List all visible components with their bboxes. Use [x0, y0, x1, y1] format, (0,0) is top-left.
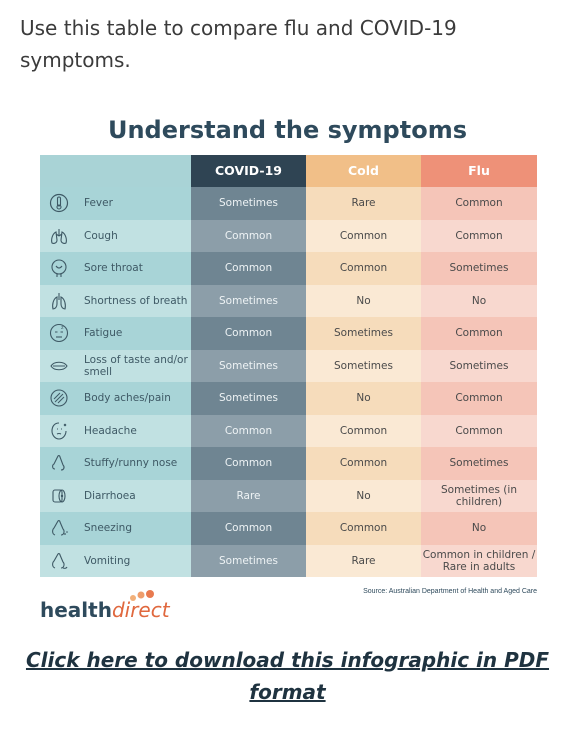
flu-value: Sometimes [421, 252, 537, 285]
symptom-cell: Sneezing [40, 512, 191, 545]
infographic-title: Understand the symptoms [107, 116, 467, 144]
symptom-cell: Cough [40, 219, 191, 252]
covid-value: Sometimes [191, 187, 306, 220]
covid-value: Sometimes [191, 349, 306, 382]
body-ache-icon [48, 387, 70, 409]
symptom-name: Sneezing [84, 522, 132, 535]
lungs-icon [48, 225, 70, 247]
symptom-name: Fatigue [84, 327, 123, 340]
cold-value: Common [306, 447, 421, 480]
cold-value: Rare [306, 544, 421, 577]
mouth-icon [48, 355, 70, 377]
svg-text:z: z [61, 325, 64, 331]
symptom-name: Body aches/pain [84, 392, 171, 405]
cold-value: Sometimes [306, 317, 421, 350]
symptom-cell: Stuffy/runny nose [40, 447, 191, 480]
intro-text: Use this table to compare flu and COVID-… [20, 16, 457, 72]
flu-value: No [421, 512, 537, 545]
tired-face-icon: z [48, 322, 70, 344]
symptoms-table: COVID-19 Cold Flu Fever Sometimes Rare Comm… [40, 155, 537, 577]
cold-value: No [306, 479, 421, 512]
flu-value: Common [421, 317, 537, 350]
flu-value: Sometimes [421, 349, 537, 382]
symptom-cell: Diarrhoea [40, 479, 191, 512]
symptom-name: Headache [84, 424, 137, 437]
cold-value: No [306, 382, 421, 415]
table-row: Stuffy/runny nose Common Common Sometimes [40, 447, 537, 480]
flu-value: No [421, 284, 537, 317]
table-row: Shortness of breath Sometimes No No [40, 284, 537, 317]
covid-value: Common [191, 414, 306, 447]
cold-value: Common [306, 219, 421, 252]
covid-value: Common [191, 317, 306, 350]
symptom-name: Sore throat [84, 262, 143, 275]
covid-value: Sometimes [191, 284, 306, 317]
header-covid: COVID-19 [191, 155, 306, 187]
nose-icon [48, 452, 70, 474]
flu-value: Common [421, 219, 537, 252]
covid-value: Common [191, 447, 306, 480]
cold-value: Common [306, 252, 421, 285]
covid-value: Common [191, 219, 306, 252]
table-row: Headache Common Common Common [40, 414, 537, 447]
symptom-cell: Shortness of breath [40, 284, 191, 317]
symptom-name: Diarrhoea [84, 489, 136, 502]
symptom-name: Shortness of breath [84, 294, 188, 307]
toilet-roll-icon [48, 485, 70, 507]
covid-value: Common [191, 252, 306, 285]
cold-value: Common [306, 414, 421, 447]
table-row: Fever Sometimes Rare Common [40, 187, 537, 220]
thermometer-icon [48, 192, 70, 214]
flu-value: Common [421, 382, 537, 415]
symptom-name: Loss of taste and/or smell [84, 353, 188, 378]
symptom-cell: Fever [40, 187, 191, 220]
table-row: Body aches/pain Sometimes No Common [40, 382, 537, 415]
symptom-cell: Sore throat [40, 252, 191, 285]
logo-text-bold: health [40, 598, 112, 622]
headache-icon [48, 420, 70, 442]
symptom-cell: Vomiting [40, 544, 191, 577]
source-note: Source: Australian Department of Health … [363, 588, 537, 595]
cold-value: Sometimes [306, 349, 421, 382]
table-header-row: COVID-19 Cold Flu [40, 155, 537, 187]
symptom-name: Stuffy/runny nose [84, 457, 178, 470]
header-cold: Cold [306, 155, 421, 187]
sore-throat-icon [48, 257, 70, 279]
table-row: Diarrhoea Rare No Sometimes (in children) [40, 479, 537, 512]
breath-icon [48, 290, 70, 312]
table-row: z Fatigue Common Sometimes Common [40, 317, 537, 350]
flu-value: Common in children / Rare in adults [421, 544, 537, 577]
covid-value: Common [191, 512, 306, 545]
flu-value: Sometimes [421, 447, 537, 480]
header-flu: Flu [421, 155, 537, 187]
healthdirect-logo: healthdirect [40, 590, 200, 626]
symptom-cell: Headache [40, 414, 191, 447]
cold-value: Common [306, 512, 421, 545]
covid-value: Rare [191, 479, 306, 512]
cold-value: Rare [306, 187, 421, 220]
logo-text-light: direct [111, 598, 170, 622]
table-row: Vomiting Sometimes Rare Common in children … [40, 544, 537, 577]
covid-value: Sometimes [191, 382, 306, 415]
logo-dots-icon [130, 590, 154, 601]
flu-value: Sometimes (in children) [421, 479, 537, 512]
table-row: Sore throat Common Common Sometimes [40, 252, 537, 285]
table-row: Sneezing Common Common No [40, 512, 537, 545]
table-row: Loss of taste and/or smell Sometimes Somet… [40, 349, 537, 382]
table-row: Cough Common Common Common [40, 219, 537, 252]
download-pdf-link[interactable]: Click here to download this infographic … [25, 648, 550, 704]
symptom-cell: Body aches/pain [40, 382, 191, 415]
flu-value: Common [421, 187, 537, 220]
symptom-name: Vomiting [84, 554, 131, 567]
header-blank-cell [40, 155, 191, 187]
sneeze-icon [48, 517, 70, 539]
symptom-cell: z Fatigue [40, 317, 191, 350]
symptom-cell: Loss of taste and/or smell [40, 349, 191, 382]
cold-value: No [306, 284, 421, 317]
symptom-name: Fever [84, 197, 113, 210]
flu-value: Common [421, 414, 537, 447]
vomit-icon [48, 550, 70, 572]
symptom-name: Cough [84, 229, 118, 242]
covid-value: Sometimes [191, 544, 306, 577]
